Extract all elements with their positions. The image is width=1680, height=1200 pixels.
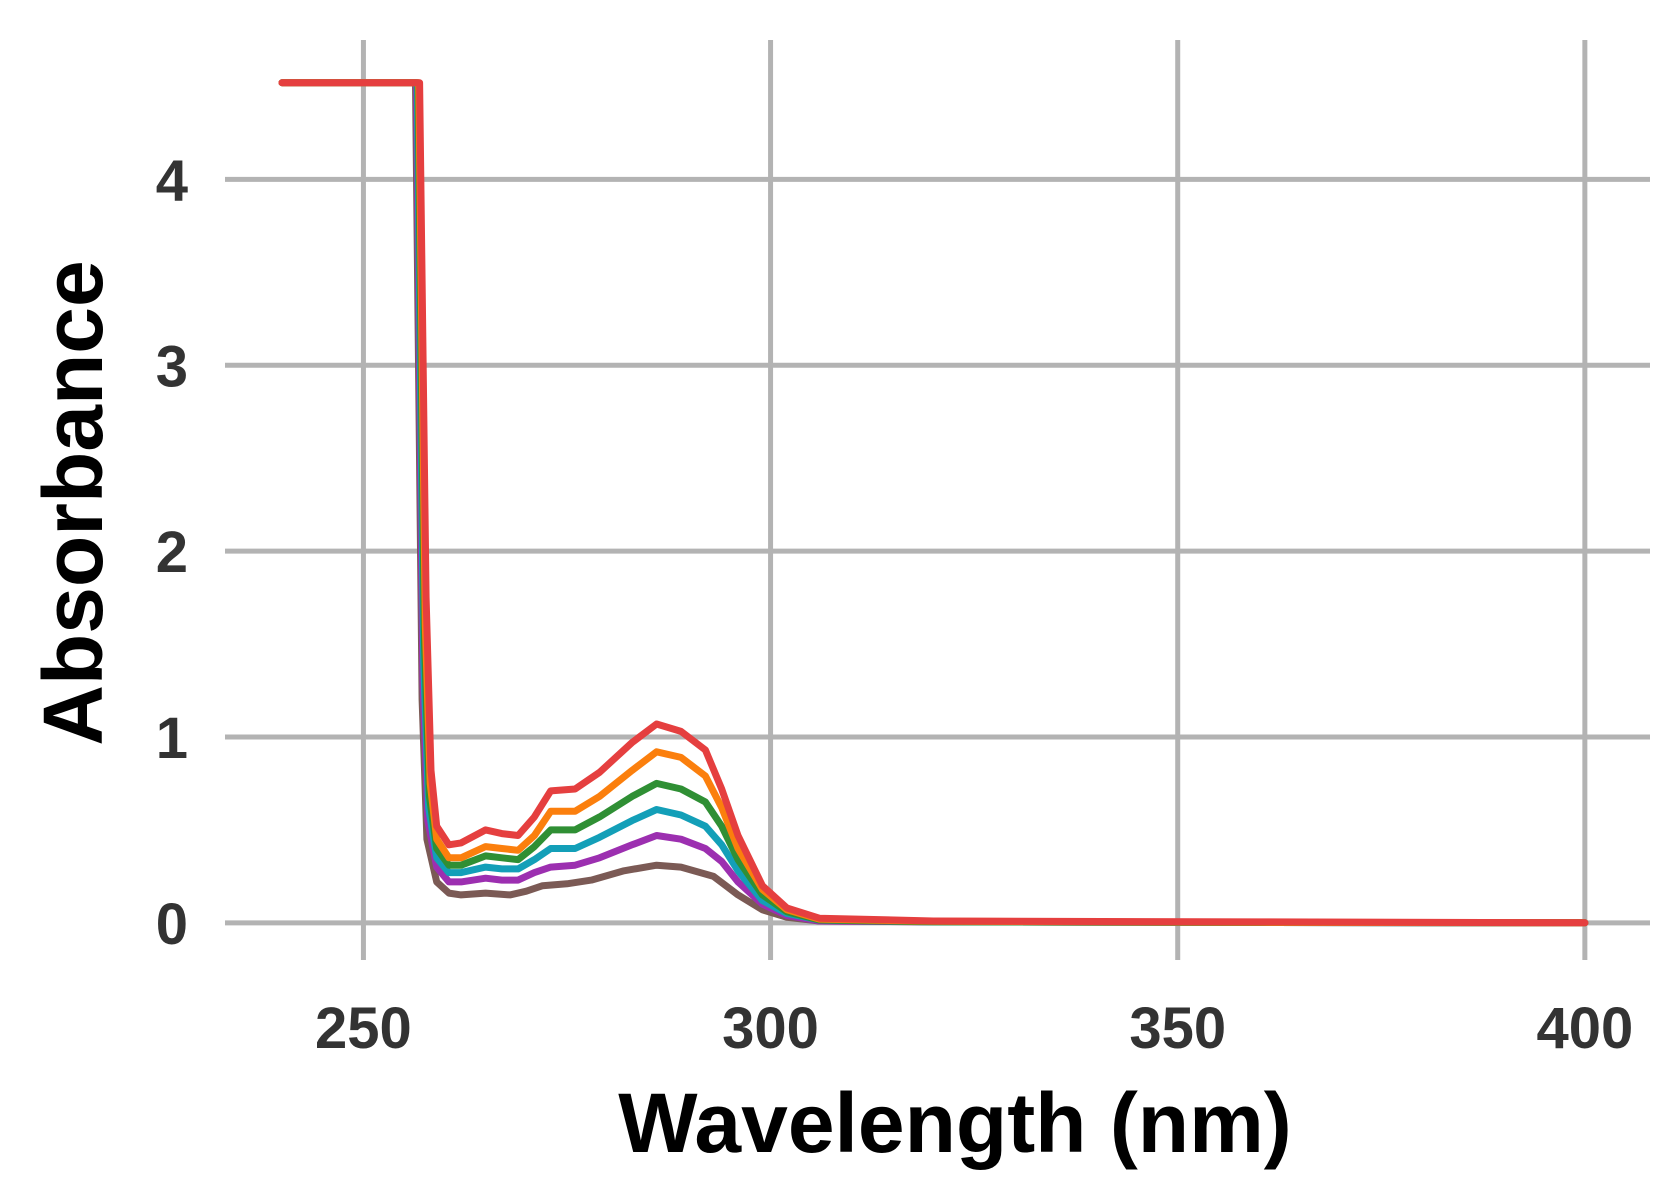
y-axis-label: Absorbance: [26, 260, 120, 745]
tick-labels: 250 300 350 400 0 1 2 3 4: [156, 148, 1634, 1061]
x-tick-label-300: 300: [722, 996, 819, 1061]
series-line-6: [278, 79, 1589, 927]
y-tick-label-1: 1: [156, 706, 188, 771]
y-tick-label-4: 4: [156, 148, 188, 213]
y-tick-label-0: 0: [156, 892, 188, 957]
x-tick-label-350: 350: [1129, 996, 1226, 1061]
series-line-3: [278, 79, 1589, 927]
series-line-2: [278, 79, 1589, 927]
series-lines: [278, 79, 1589, 927]
y-tick-label-3: 3: [156, 334, 188, 399]
series-line-4: [278, 79, 1589, 927]
series-line-1: [278, 79, 1589, 927]
y-tick-label-2: 2: [156, 520, 188, 585]
x-axis-label: Wavelength (nm): [618, 1076, 1292, 1170]
x-tick-label-250: 250: [315, 996, 412, 1061]
x-tick-label-400: 400: [1536, 996, 1633, 1061]
series-line-5: [278, 79, 1589, 927]
